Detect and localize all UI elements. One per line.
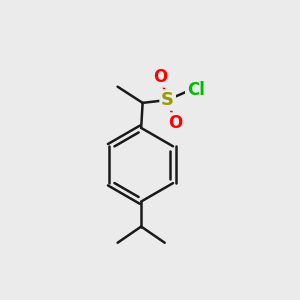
Text: S: S bbox=[161, 91, 174, 109]
Text: O: O bbox=[168, 114, 182, 132]
Text: O: O bbox=[153, 68, 167, 86]
Text: Cl: Cl bbox=[187, 81, 205, 99]
